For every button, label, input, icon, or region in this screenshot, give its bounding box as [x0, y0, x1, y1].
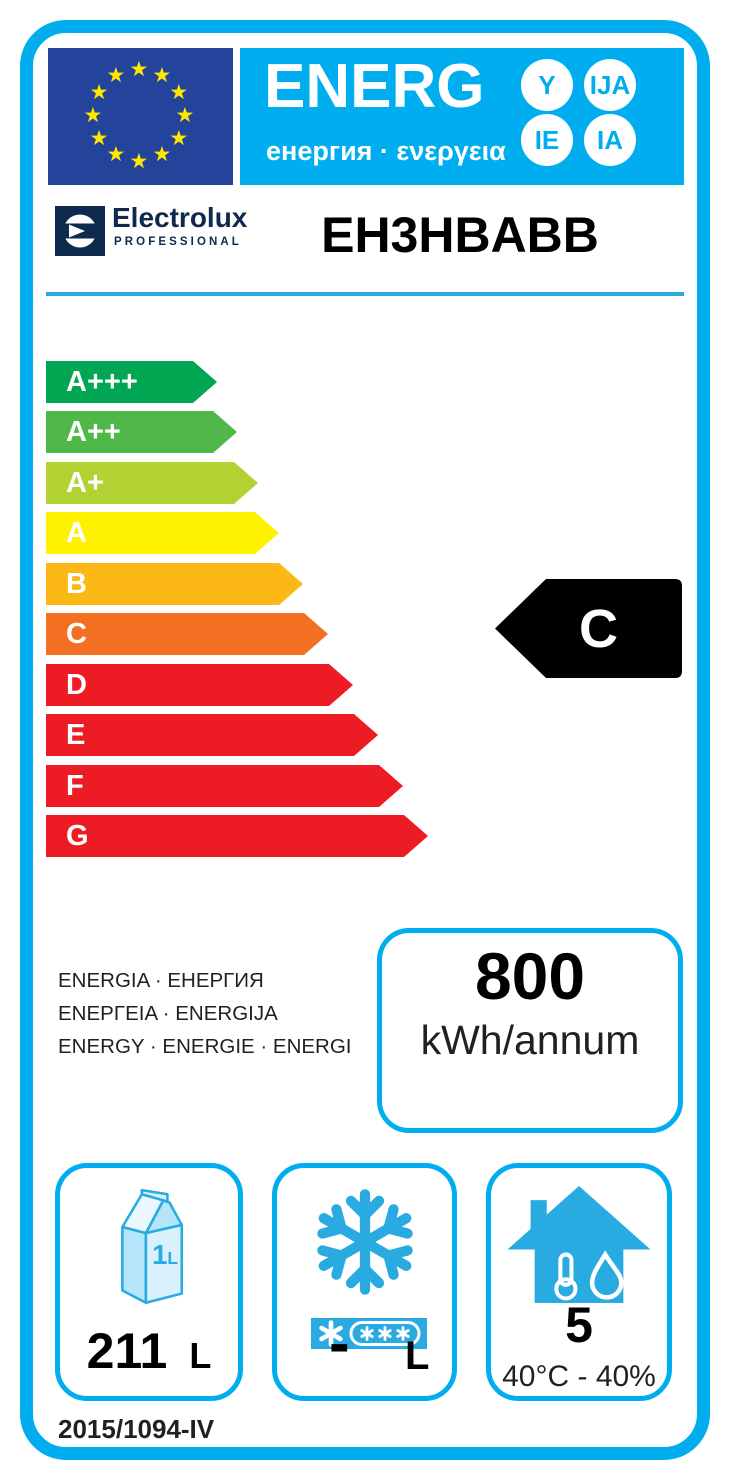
climate-class-value: 5	[565, 1297, 593, 1353]
eu-star-icon: ★	[169, 126, 189, 150]
rating-bar-d: D	[46, 664, 353, 706]
freezer-volume-value: -	[329, 1309, 350, 1378]
energy-header: ENERG енергия · ενεργεια Y IJA IE IA	[240, 48, 684, 185]
rating-bar-a: A	[46, 512, 279, 554]
energy-word: ENERG	[264, 52, 485, 121]
rating-pointer-letter: C	[579, 598, 618, 659]
language-suffix-circle-y: Y	[521, 59, 573, 111]
consumption-unit: kWh/annum	[420, 1017, 640, 1063]
eu-star-icon: ★	[83, 103, 103, 127]
rating-bar-a1: A+	[46, 462, 258, 504]
eu-star-icon: ★	[129, 149, 149, 173]
rating-bar-label: C	[66, 618, 87, 650]
consumption-value: 800	[474, 939, 586, 1013]
energy-words-line2: ENEPΓEIA · ENERGIJA	[58, 1002, 278, 1025]
freezer-caption: - L	[277, 1309, 452, 1382]
rating-bar-a2: A++	[46, 411, 237, 453]
house-climate-icon	[491, 1182, 667, 1308]
language-suffix-circle-ija: IJA	[584, 59, 636, 111]
eu-star-icon: ★	[152, 143, 172, 167]
rating-bar-label: E	[66, 719, 86, 751]
snowflake-icon	[277, 1186, 452, 1298]
rating-bar-a3: A+++	[46, 361, 217, 403]
fridge-volume-value: 211	[86, 1323, 168, 1379]
rating-bar-g: G	[46, 815, 428, 857]
rating-bar-b: B	[46, 563, 303, 605]
language-suffix-circle-ie: IE	[521, 114, 573, 166]
rating-bar-label: A+++	[66, 366, 138, 398]
carton-volume-value: 1	[152, 1239, 167, 1270]
eu-star-icon: ★	[106, 143, 126, 167]
rating-bar-label: B	[66, 568, 87, 600]
fridge-caption: 211 L	[60, 1322, 238, 1380]
regulation-reference: 2015/1094-IV	[58, 1414, 215, 1444]
eu-star-icon: ★	[169, 80, 189, 104]
model-name: EH3HBABB	[321, 207, 599, 263]
rating-bar-e: E	[46, 714, 378, 756]
rating-bar-label: G	[66, 820, 89, 852]
eu-star-icon: ★	[175, 103, 195, 127]
fridge-volume-unit: L	[189, 1335, 212, 1376]
energy-words-line3: ENERGY · ENERGIE · ENERGI	[58, 1035, 352, 1058]
label-frame	[20, 20, 710, 1460]
freezer-star-rating-icon	[311, 1318, 427, 1349]
climate-condition: 40°C - 40%	[502, 1360, 656, 1393]
brand-name: Electrolux	[112, 202, 248, 233]
rating-bar-label: D	[66, 669, 87, 701]
eu-flag: ★ ★ ★ ★ ★ ★ ★ ★ ★ ★ ★ ★	[48, 48, 233, 185]
eu-star-icon: ★	[152, 63, 172, 87]
language-suffix-circle-ia: IA	[584, 114, 636, 166]
climate-class-box: 5 40°C - 40%	[486, 1163, 672, 1401]
annual-consumption-box: 800 kWh/annum	[377, 928, 683, 1133]
eu-star-icon: ★	[106, 63, 126, 87]
rating-bar-c: C	[46, 613, 328, 655]
milk-carton-icon: 1 L	[60, 1184, 238, 1312]
rating-bar-label: F	[66, 770, 84, 802]
eu-star-icon: ★	[89, 80, 109, 104]
rating-bar-label: A	[66, 517, 87, 549]
eu-star-icon: ★	[89, 126, 109, 150]
header-separator	[46, 292, 684, 296]
rating-bar-label: A++	[66, 416, 121, 448]
electrolux-logo-icon	[55, 206, 105, 256]
brand-subtitle: PROFESSIONAL	[114, 236, 242, 248]
fridge-volume-box: 1 L 211 L	[55, 1163, 243, 1401]
energy-words-line1: ENERGIA · ЕНЕРГИЯ	[58, 969, 264, 992]
rating-pointer-arrow: C	[493, 577, 684, 680]
energy-subtitle: енергия · ενεργεια	[266, 136, 506, 166]
freezer-volume-box: - L	[272, 1163, 457, 1401]
rating-bar-f: F	[46, 765, 403, 807]
rating-bar-label: A+	[66, 467, 104, 499]
eu-star-icon: ★	[129, 57, 149, 81]
carton-volume-unit: L	[167, 1248, 178, 1268]
freezer-volume-unit: L	[405, 1334, 430, 1378]
energy-words: ENERGIA · ЕНЕРГИЯ ENEPΓEIA · ENERGIJA EN…	[58, 964, 352, 1063]
